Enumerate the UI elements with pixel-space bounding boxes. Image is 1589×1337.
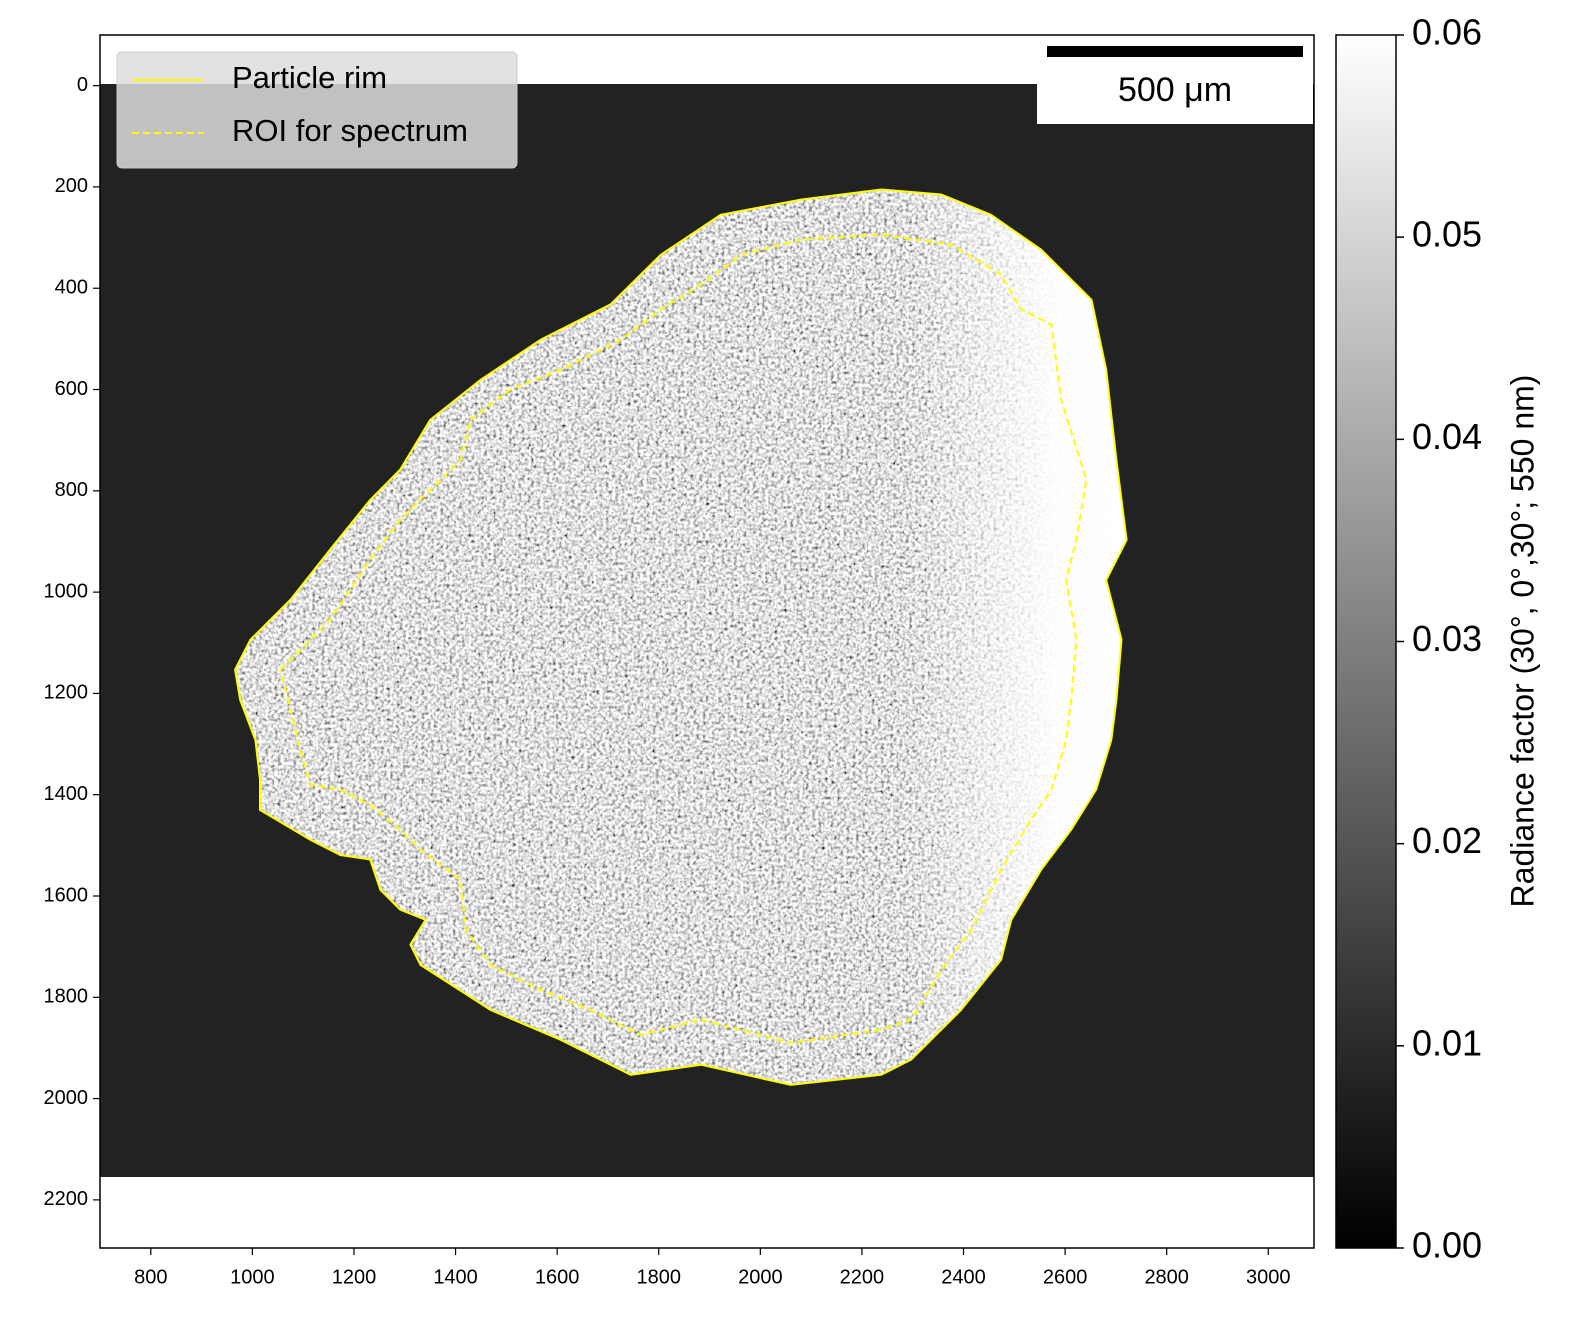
colorbar-tick-label: 0.01	[1412, 1022, 1482, 1063]
particle-bright-edge	[235, 189, 1127, 1085]
plot-frame	[99, 34, 1315, 1249]
y-tick-label: 200	[55, 175, 88, 197]
x-tick-label: 800	[134, 1266, 167, 1288]
y-tick-label: 1600	[44, 884, 89, 906]
x-tick-label: 2200	[840, 1266, 885, 1288]
colorbar-tick-label: 0.06	[1412, 12, 1482, 53]
y-tick-label: 2000	[44, 1087, 89, 1109]
x-tick-label: 1400	[433, 1266, 478, 1288]
colorbar-tick-label: 0.03	[1412, 618, 1482, 659]
x-tick-label: 1000	[230, 1266, 275, 1288]
legend	[116, 51, 518, 169]
y-tick-label: 800	[55, 479, 88, 501]
colorbar-tick-label: 0.00	[1412, 1225, 1482, 1266]
colorbar	[1335, 34, 1397, 1249]
y-tick-label: 1400	[44, 783, 89, 805]
y-tick-label: 1000	[44, 580, 89, 602]
contour-line	[234, 188, 1128, 1086]
x-tick-label: 1200	[332, 1266, 377, 1288]
colorbar-tick-label: 0.02	[1412, 820, 1482, 861]
x-tick-label: 2800	[1144, 1266, 1189, 1288]
y-tick-label: 600	[55, 378, 88, 400]
y-tick-label: 0	[77, 74, 88, 96]
scale-bar-label: 500 μm	[1118, 71, 1232, 109]
contour-line	[279, 233, 1088, 1044]
image-layer	[235, 189, 1127, 1085]
x-tick-label: 2400	[941, 1266, 986, 1288]
colorbar-label: Radiance factor (30°, 0°,30°; 550 nm)	[1504, 375, 1540, 908]
legend-label: ROI for spectrum	[232, 113, 468, 148]
x-tick-label: 3000	[1246, 1266, 1291, 1288]
legend-label: Particle rim	[232, 60, 387, 95]
y-tick-label: 2200	[44, 1188, 89, 1210]
x-tick-label: 2600	[1043, 1266, 1088, 1288]
x-tick-label: 2000	[738, 1266, 783, 1288]
y-tick-label: 1800	[44, 986, 89, 1008]
contours	[234, 188, 1128, 1086]
x-tick-label: 1800	[636, 1266, 681, 1288]
x-tick-label: 1600	[535, 1266, 580, 1288]
colorbar-tick-label: 0.04	[1412, 416, 1482, 457]
scale-bar	[1047, 46, 1303, 57]
colorbar-tick-label: 0.05	[1412, 214, 1482, 255]
y-tick-label: 400	[55, 277, 88, 299]
y-tick-label: 1200	[44, 682, 89, 704]
